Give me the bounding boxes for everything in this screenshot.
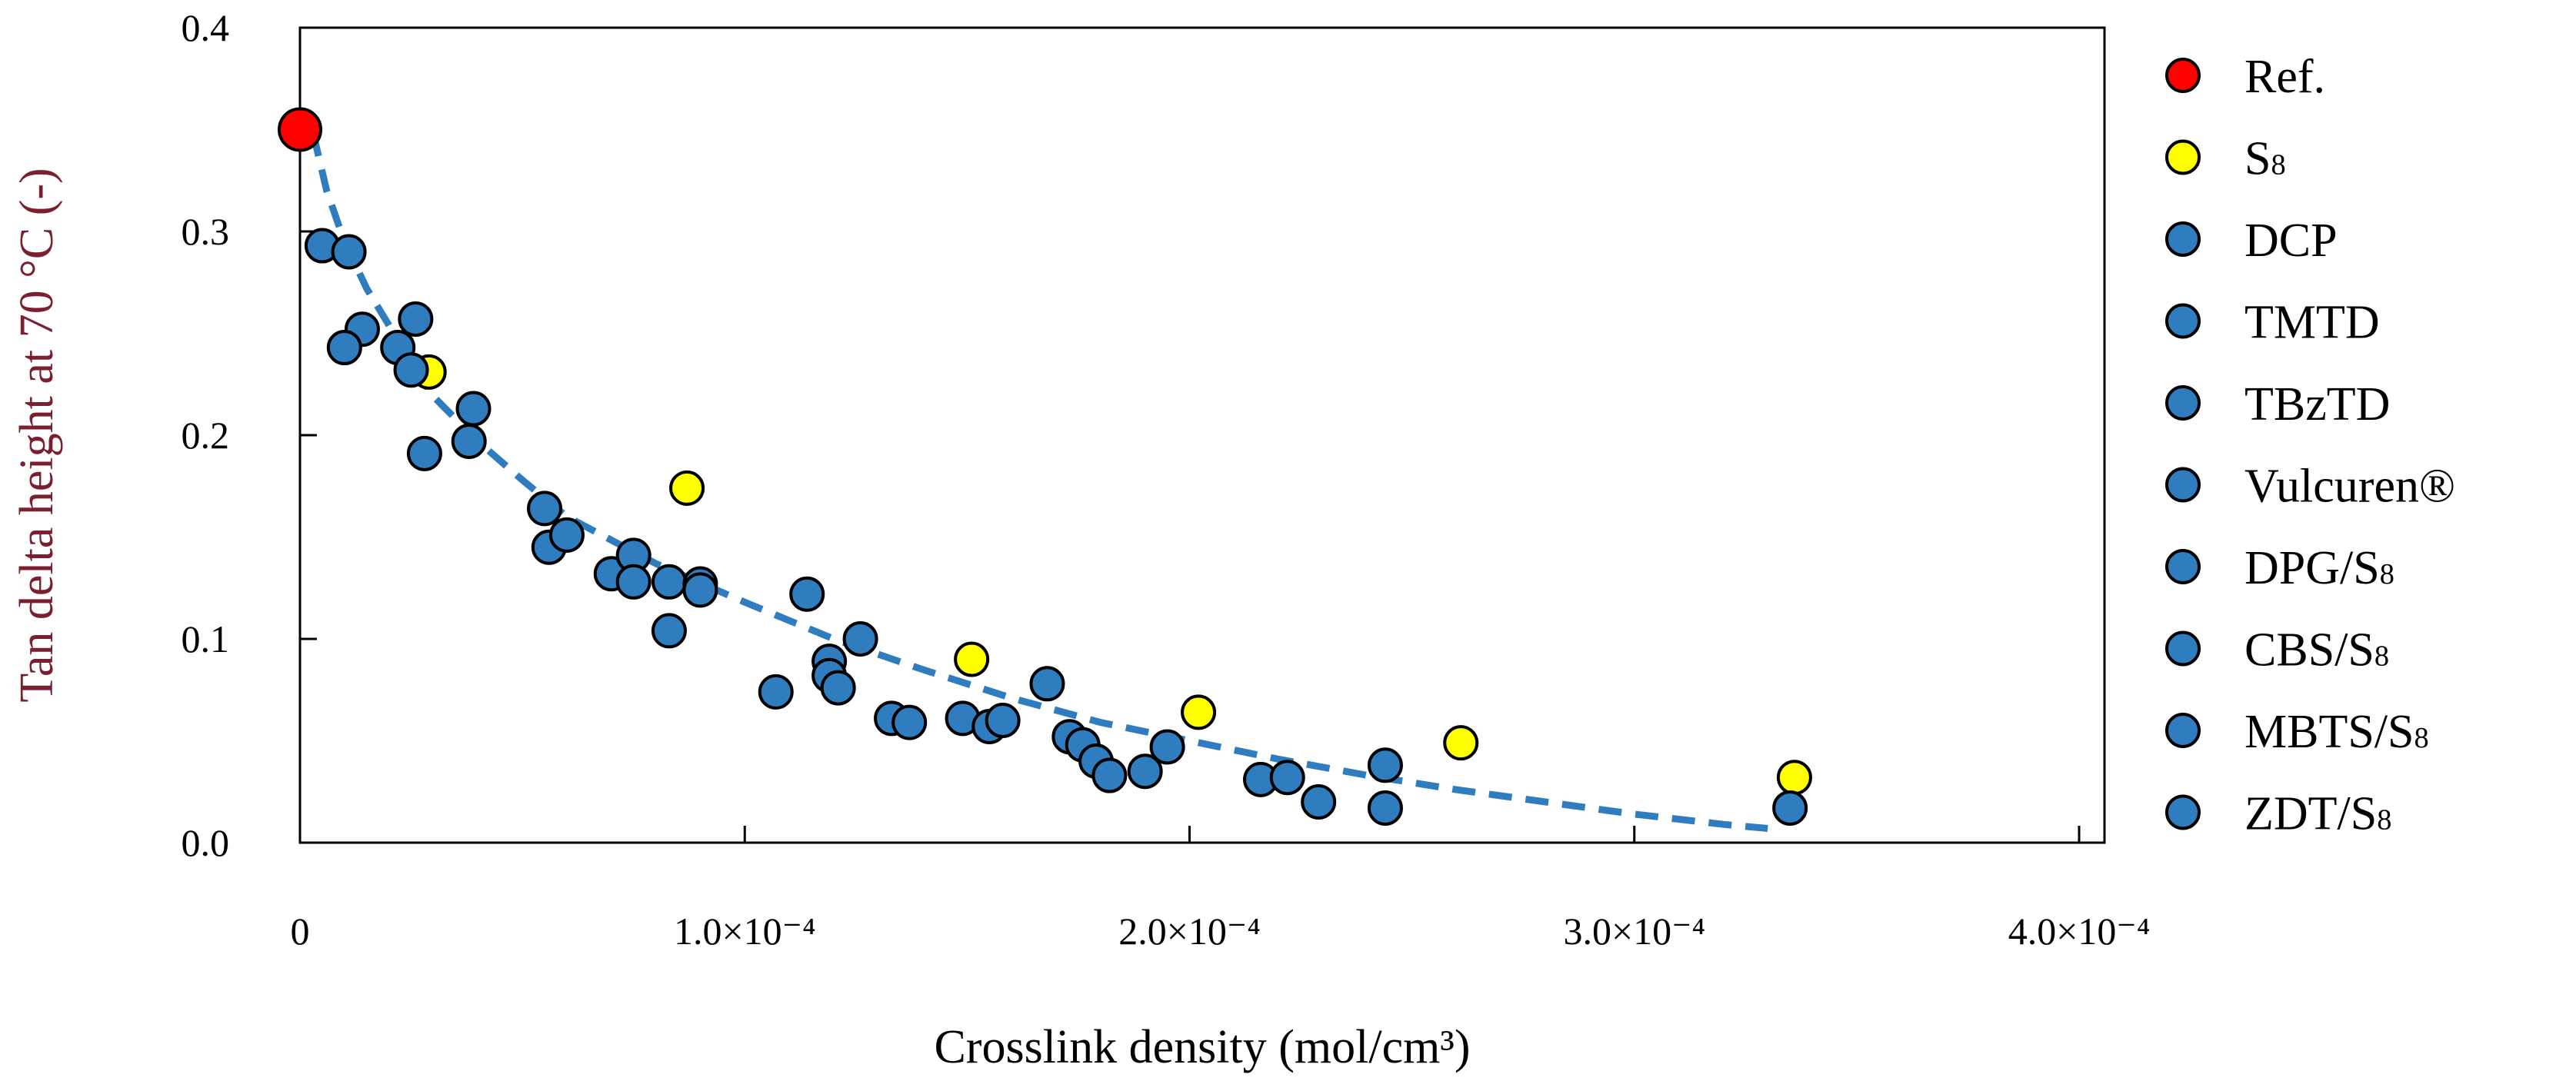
- data-point: [758, 674, 794, 710]
- data-point: [406, 435, 442, 471]
- data-point: [954, 641, 990, 677]
- data-point: [1029, 666, 1065, 702]
- legend-marker: [2165, 630, 2201, 667]
- y-axis-title: Tan delta height at 70 °C (-): [11, 168, 63, 702]
- x-tick-label: 0: [291, 910, 310, 953]
- data-point: [1367, 747, 1403, 783]
- x-axis-title: Crosslink density (mol/cm³): [934, 1021, 1470, 1073]
- legend-marker: [2165, 549, 2201, 584]
- y-tick-label: 0.3: [182, 210, 230, 253]
- data-point: [669, 470, 705, 506]
- y-tick-label: 0.0: [182, 821, 230, 864]
- legend-marker: [2165, 139, 2201, 175]
- y-tick-label: 0.4: [182, 6, 230, 49]
- legend-item: Vulcuren®: [2165, 461, 2455, 513]
- legend-label: TMTD: [2244, 297, 2380, 349]
- x-tick-label: 4.0×10⁻⁴: [2008, 910, 2151, 953]
- legend-marker: [2165, 713, 2201, 748]
- data-point: [820, 670, 856, 706]
- legend-item: S8: [2165, 133, 2286, 185]
- legend-marker: [2165, 794, 2201, 830]
- legend-label: MBTS/S8: [2244, 706, 2429, 758]
- data-point: [1181, 694, 1217, 730]
- legend-label: TBzTD: [2244, 378, 2390, 431]
- x-tick-label: 1.0×10⁻⁴: [674, 910, 816, 953]
- legend-marker: [2165, 303, 2201, 339]
- trend-line: [309, 132, 1768, 832]
- legend-item: DCP: [2165, 215, 2338, 267]
- data-point: [326, 330, 362, 366]
- data-point: [1301, 784, 1337, 820]
- legend-item: TMTD: [2165, 297, 2380, 349]
- data-point: [1772, 790, 1808, 826]
- data-point: [331, 234, 367, 270]
- legend-item: TBzTD: [2165, 378, 2390, 431]
- data-point: [527, 491, 563, 527]
- data-point: [891, 704, 928, 740]
- data-point: [398, 301, 434, 337]
- legend-item: Ref.: [2165, 51, 2325, 103]
- legend-label: CBS/S8: [2244, 624, 2389, 677]
- data-point: [455, 391, 492, 427]
- data-point: [651, 613, 687, 649]
- data-point: [842, 621, 878, 657]
- y-tick-label: 0.1: [182, 617, 230, 660]
- data-point: [1127, 753, 1163, 790]
- data-point: [548, 517, 585, 553]
- data-point: [789, 576, 825, 612]
- legend-label: Vulcuren®: [2244, 461, 2455, 513]
- legend-label: ZDT/S8: [2244, 788, 2391, 840]
- data-point: [1443, 725, 1479, 761]
- x-tick-label: 2.0×10⁻⁴: [1118, 910, 1261, 953]
- data-point: [1269, 760, 1305, 796]
- legend-item: DPG/S8: [2165, 542, 2394, 594]
- data-point: [278, 107, 322, 152]
- legend-label: DPG/S8: [2244, 542, 2394, 594]
- legend-marker: [2165, 58, 2201, 93]
- legend-marker: [2165, 385, 2201, 421]
- y-tick-label: 0.2: [182, 414, 230, 457]
- x-tick-label: 3.0×10⁻⁴: [1563, 910, 1705, 953]
- data-point: [1091, 757, 1128, 793]
- data-point: [451, 423, 487, 459]
- legend: Ref. S8 DCP TMTD TBzTD Vulcuren® DPG/S8 CBS/S8 M…: [2165, 51, 2455, 840]
- data-point: [651, 564, 687, 600]
- legend-item: ZDT/S8: [2165, 788, 2391, 840]
- legend-marker: [2165, 467, 2201, 503]
- data-point: [1367, 790, 1403, 826]
- data-point: [1776, 760, 1812, 796]
- data-point: [1149, 729, 1185, 765]
- legend-label: S8: [2244, 133, 2286, 185]
- data-points: [278, 107, 1812, 826]
- data-point: [393, 352, 429, 388]
- legend-label: Ref.: [2244, 51, 2325, 103]
- legend-item: CBS/S8: [2165, 624, 2389, 677]
- legend-marker: [2165, 221, 2201, 257]
- legend-item: MBTS/S8: [2165, 706, 2429, 758]
- data-point: [682, 572, 718, 608]
- axes: 0.0 0.1 0.2 0.3 0.4 0 1.0×10⁻⁴ 2.0×10⁻⁴ 3.0×10⁻⁴…: [182, 6, 2151, 953]
- data-point: [985, 703, 1021, 738]
- legend-label: DCP: [2244, 215, 2338, 267]
- data-point: [615, 564, 651, 600]
